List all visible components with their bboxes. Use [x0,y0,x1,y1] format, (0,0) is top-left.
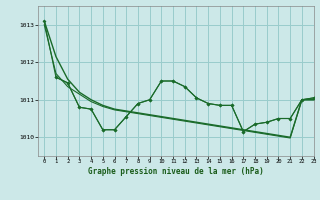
X-axis label: Graphe pression niveau de la mer (hPa): Graphe pression niveau de la mer (hPa) [88,167,264,176]
